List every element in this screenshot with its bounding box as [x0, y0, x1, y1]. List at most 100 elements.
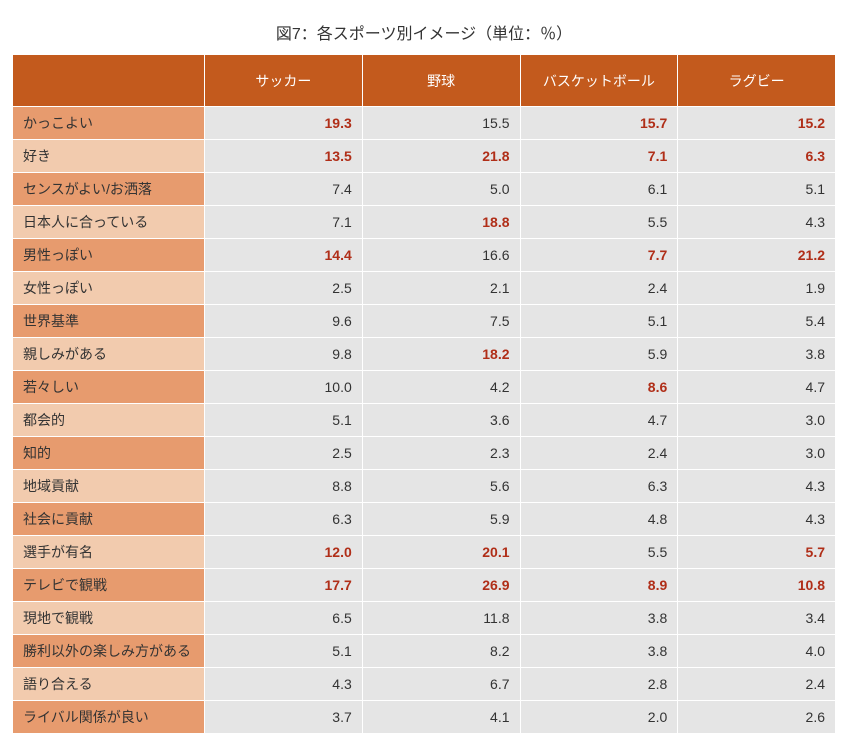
table-cell: 4.0: [678, 635, 836, 668]
table-cell: 16.6: [362, 239, 520, 272]
table-cell: 12.0: [205, 536, 363, 569]
table-cell: 7.1: [205, 206, 363, 239]
row-label: 現地で観戦: [13, 602, 205, 635]
table-row: かっこよい19.315.515.715.2: [13, 107, 836, 140]
table-title: 図7：各スポーツ別イメージ（単位：％）: [12, 20, 836, 44]
table-cell: 14.4: [205, 239, 363, 272]
table-cell: 8.9: [520, 569, 678, 602]
header-rugby: ラグビー: [678, 55, 836, 107]
table-cell: 2.1: [362, 272, 520, 305]
table-cell: 5.5: [520, 206, 678, 239]
table-cell: 3.0: [678, 404, 836, 437]
table-row: 現地で観戦6.511.83.83.4: [13, 602, 836, 635]
header-soccer: サッカー: [205, 55, 363, 107]
table-cell: 3.8: [520, 602, 678, 635]
table-cell: 3.7: [205, 701, 363, 734]
table-cell: 15.5: [362, 107, 520, 140]
table-row: ライバル関係が良い3.74.12.02.6: [13, 701, 836, 734]
table-row: 好き13.521.87.16.3: [13, 140, 836, 173]
table-cell: 2.0: [520, 701, 678, 734]
table-cell: 9.8: [205, 338, 363, 371]
table-row: 日本人に合っている7.118.85.54.3: [13, 206, 836, 239]
table-row: 世界基準9.67.55.15.4: [13, 305, 836, 338]
table-cell: 7.4: [205, 173, 363, 206]
table-cell: 15.7: [520, 107, 678, 140]
table-cell: 2.4: [520, 437, 678, 470]
row-label: 若々しい: [13, 371, 205, 404]
header-blank: [13, 55, 205, 107]
table-cell: 10.8: [678, 569, 836, 602]
table-cell: 7.1: [520, 140, 678, 173]
table-cell: 6.7: [362, 668, 520, 701]
table-cell: 5.9: [520, 338, 678, 371]
table-cell: 7.5: [362, 305, 520, 338]
table-cell: 6.3: [205, 503, 363, 536]
row-label: 都会的: [13, 404, 205, 437]
table-cell: 2.5: [205, 437, 363, 470]
table-cell: 2.4: [520, 272, 678, 305]
table-row: センスがよい/お洒落7.45.06.15.1: [13, 173, 836, 206]
table-cell: 5.4: [678, 305, 836, 338]
table-cell: 3.6: [362, 404, 520, 437]
row-label: 語り合える: [13, 668, 205, 701]
table-cell: 2.8: [520, 668, 678, 701]
table-row: 地域貢献8.85.66.34.3: [13, 470, 836, 503]
table-cell: 2.4: [678, 668, 836, 701]
table-cell: 10.0: [205, 371, 363, 404]
table-row: テレビで観戦17.726.98.910.8: [13, 569, 836, 602]
table-cell: 6.1: [520, 173, 678, 206]
table-cell: 4.2: [362, 371, 520, 404]
table-cell: 4.1: [362, 701, 520, 734]
table-cell: 9.6: [205, 305, 363, 338]
table-row: 選手が有名12.020.15.55.7: [13, 536, 836, 569]
table-cell: 2.5: [205, 272, 363, 305]
table-cell: 6.3: [520, 470, 678, 503]
table-row: 男性っぽい14.416.67.721.2: [13, 239, 836, 272]
table-cell: 4.3: [678, 470, 836, 503]
table-cell: 13.5: [205, 140, 363, 173]
table-cell: 1.9: [678, 272, 836, 305]
row-label: 社会に貢献: [13, 503, 205, 536]
table-row: 勝利以外の楽しみ方がある5.18.23.84.0: [13, 635, 836, 668]
row-label: 男性っぽい: [13, 239, 205, 272]
table-row: 社会に貢献6.35.94.84.3: [13, 503, 836, 536]
table-cell: 5.6: [362, 470, 520, 503]
table-cell: 2.6: [678, 701, 836, 734]
table-cell: 5.1: [205, 635, 363, 668]
header-basketball: バスケットボール: [520, 55, 678, 107]
table-header-row: サッカー 野球 バスケットボール ラグビー: [13, 55, 836, 107]
table-cell: 5.1: [520, 305, 678, 338]
row-label: 地域貢献: [13, 470, 205, 503]
table-row: 若々しい10.04.28.64.7: [13, 371, 836, 404]
table-row: 女性っぽい2.52.12.41.9: [13, 272, 836, 305]
table-cell: 5.5: [520, 536, 678, 569]
header-baseball: 野球: [362, 55, 520, 107]
table-body: かっこよい19.315.515.715.2好き13.521.87.16.3センス…: [13, 107, 836, 734]
table-cell: 4.7: [678, 371, 836, 404]
table-cell: 5.7: [678, 536, 836, 569]
row-label: センスがよい/お洒落: [13, 173, 205, 206]
table-cell: 5.9: [362, 503, 520, 536]
row-label: 親しみがある: [13, 338, 205, 371]
row-label: 知的: [13, 437, 205, 470]
row-label: 勝利以外の楽しみ方がある: [13, 635, 205, 668]
table-cell: 18.2: [362, 338, 520, 371]
table-cell: 21.8: [362, 140, 520, 173]
table-cell: 21.2: [678, 239, 836, 272]
table-cell: 15.2: [678, 107, 836, 140]
row-label: テレビで観戦: [13, 569, 205, 602]
row-label: 選手が有名: [13, 536, 205, 569]
table-cell: 5.1: [678, 173, 836, 206]
table-cell: 7.7: [520, 239, 678, 272]
table-cell: 5.1: [205, 404, 363, 437]
table-cell: 8.2: [362, 635, 520, 668]
table-cell: 4.3: [205, 668, 363, 701]
table-row: 都会的5.13.64.73.0: [13, 404, 836, 437]
table-row: 語り合える4.36.72.82.4: [13, 668, 836, 701]
table-cell: 3.4: [678, 602, 836, 635]
table-cell: 6.5: [205, 602, 363, 635]
table-cell: 8.8: [205, 470, 363, 503]
table-cell: 3.8: [520, 635, 678, 668]
table-row: 知的2.52.32.43.0: [13, 437, 836, 470]
table-cell: 17.7: [205, 569, 363, 602]
